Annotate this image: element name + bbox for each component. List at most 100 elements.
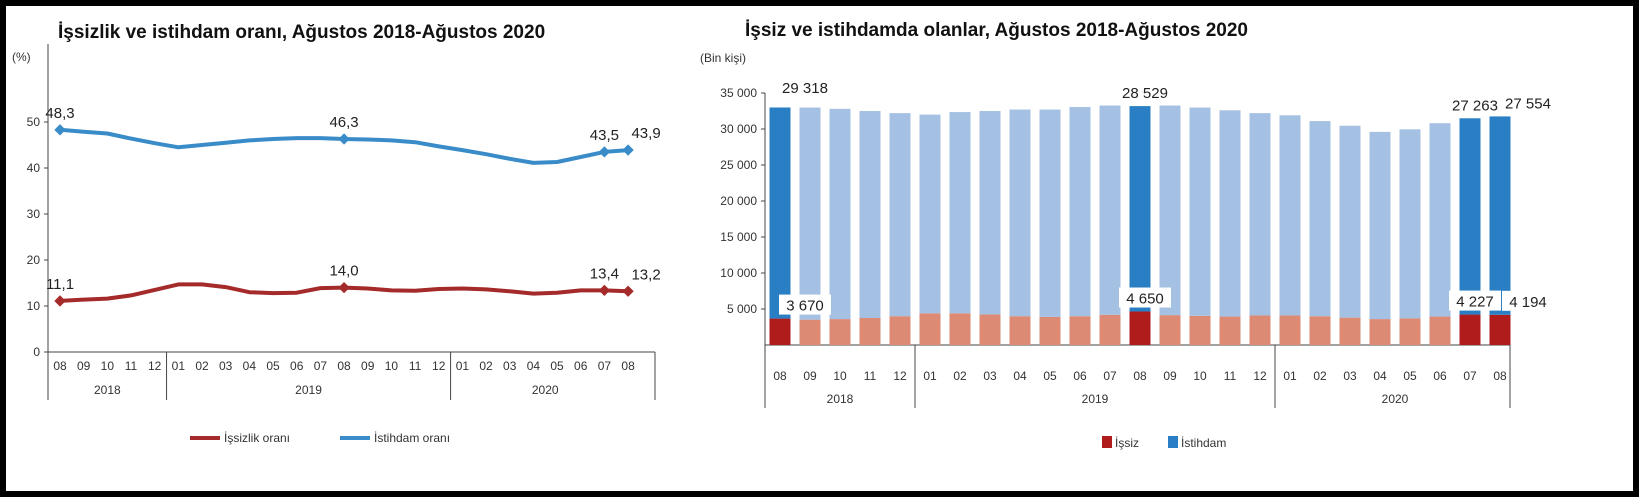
x-tick-label: 07: [1103, 369, 1117, 383]
bar-employed: [1039, 109, 1061, 317]
bar-unemployed: [1069, 316, 1091, 345]
x-tick-label: 07: [598, 359, 612, 373]
bar-employed: [1309, 121, 1331, 317]
x-tick-label: 04: [527, 359, 541, 373]
bar-employed: [1399, 129, 1421, 319]
data-label: 13,4: [590, 265, 619, 282]
data-label: 43,5: [590, 127, 619, 144]
x-tick-label: 03: [1343, 369, 1357, 383]
bar-employed: [1369, 131, 1391, 320]
x-tick-label: 02: [953, 369, 967, 383]
data-label: 11,1: [46, 276, 74, 293]
x-tick-label: 11: [409, 359, 422, 373]
x-tick-label: 11: [125, 359, 138, 373]
data-point-marker: [598, 146, 611, 158]
data-label: 43,9: [631, 125, 660, 142]
y-tick-label: 30: [27, 207, 41, 221]
y-tick-label: 20: [27, 253, 41, 267]
legend-swatch: [1168, 436, 1178, 448]
legend-label: İşsizlik oranı: [224, 431, 290, 445]
year-label: 2018: [94, 383, 121, 397]
data-point-marker: [338, 281, 350, 294]
data-label-background: [1449, 290, 1501, 311]
bar-unemployed: [1159, 315, 1181, 345]
bar-unemployed: [1459, 314, 1481, 345]
x-tick-label: 05: [1403, 369, 1417, 383]
bar-employed: [799, 107, 821, 320]
x-tick-label: 05: [266, 359, 280, 373]
x-tick-label: 10: [385, 359, 399, 373]
bar-employed: [1279, 115, 1301, 316]
bar-unemployed: [1369, 319, 1391, 345]
x-tick-label: 06: [1433, 369, 1447, 383]
data-point-marker: [54, 124, 66, 136]
x-tick-label: 04: [1373, 369, 1387, 383]
y-tick-label: 50: [27, 115, 41, 129]
bar-employed: [859, 111, 881, 318]
data-label-employed: 27 554: [1505, 95, 1551, 112]
bar-employed: [769, 107, 791, 319]
x-tick-label: 04: [1013, 369, 1027, 383]
y-tick-label: 20 000: [720, 194, 757, 208]
bar-employed: [979, 111, 1001, 315]
data-label-unemployed: 4 227: [1456, 294, 1494, 311]
data-label-background: [1119, 287, 1171, 308]
bar-employed: [1099, 105, 1121, 315]
y-tick-label: 25 000: [720, 158, 757, 172]
data-point-marker: [598, 284, 611, 297]
x-tick-label: 02: [479, 359, 493, 373]
x-tick-label: 08: [773, 369, 787, 383]
data-label: 46,3: [329, 114, 358, 131]
data-point-marker: [622, 144, 634, 156]
bar-employed: [1129, 106, 1151, 312]
x-tick-label: 06: [1073, 369, 1087, 383]
x-tick-label: 10: [1193, 369, 1207, 383]
x-tick-label: 10: [833, 369, 847, 383]
bar-unemployed: [1279, 315, 1301, 345]
bar-unemployed: [829, 319, 851, 345]
bar-unemployed: [1219, 316, 1241, 345]
x-tick-label: 02: [1313, 369, 1327, 383]
x-tick-label: 09: [77, 359, 91, 373]
bar-unemployed: [769, 318, 791, 345]
left-y-axis-label: (%): [12, 50, 31, 64]
bar-employed: [1339, 125, 1361, 318]
y-tick-label: 0: [33, 345, 40, 359]
data-label: 48,3: [45, 105, 74, 122]
x-tick-label: 11: [864, 369, 877, 383]
bar-employed: [949, 112, 971, 314]
data-label-employed: 27 263: [1452, 97, 1498, 114]
bar-unemployed: [889, 316, 911, 345]
x-tick-label: 01: [456, 359, 470, 373]
x-tick-label: 09: [1163, 369, 1177, 383]
y-tick-label: 10 000: [720, 266, 757, 280]
x-tick-label: 12: [1253, 369, 1267, 383]
y-tick-label: 40: [27, 161, 41, 175]
legend-label: İstihdam: [1181, 436, 1226, 450]
bar-employed: [1069, 107, 1091, 317]
y-tick-label: 10: [27, 299, 41, 313]
x-tick-label: 03: [219, 359, 233, 373]
bar-unemployed: [1309, 316, 1331, 345]
data-label-background: [779, 294, 831, 315]
x-tick-label: 08: [621, 359, 635, 373]
right-chart-title: İşsiz ve istihdamda olanlar, Ağustos 201…: [745, 20, 1248, 41]
x-tick-label: 08: [1493, 369, 1507, 383]
year-label: 2018: [827, 392, 854, 406]
rate-line-chart: İşsizlik ve istihdam oranı, Ağustos 2018…: [12, 22, 661, 445]
bar-unemployed: [1129, 311, 1151, 345]
x-tick-label: 09: [803, 369, 817, 383]
x-tick-label: 03: [503, 359, 517, 373]
x-tick-label: 04: [243, 359, 257, 373]
x-tick-label: 06: [574, 359, 588, 373]
y-tick-label: 30 000: [720, 122, 757, 136]
left-chart-title: İşsizlik ve istihdam oranı, Ağustos 2018…: [58, 22, 545, 43]
year-label: 2020: [1382, 392, 1409, 406]
bar-employed: [1489, 116, 1511, 315]
bar-unemployed: [949, 313, 971, 345]
bar-employed: [829, 108, 851, 320]
bar-unemployed: [1339, 317, 1361, 345]
x-tick-label: 02: [195, 359, 209, 373]
x-tick-label: 12: [148, 359, 162, 373]
bar-unemployed: [1099, 314, 1121, 345]
